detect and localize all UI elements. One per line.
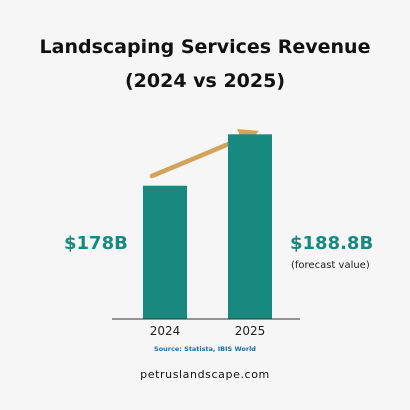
source-note: Source: Statista, IBIS World	[154, 345, 256, 353]
x-tick-label-2024: 2024	[150, 324, 181, 338]
x-tick-label-2025: 2025	[235, 324, 266, 338]
chart-title-line1: Landscaping Services Revenue	[39, 36, 371, 58]
forecast-note: (forecast value)	[291, 260, 370, 271]
value-label-2025: $188.8B	[290, 233, 374, 254]
x-tick-labels: 2024 2025	[150, 324, 266, 338]
bars	[143, 134, 272, 319]
bar-2025	[228, 134, 272, 319]
website-footer: petruslandscape.com	[140, 368, 270, 381]
trend-arrow-line	[149, 135, 246, 179]
chart-title-line2: (2024 vs 2025)	[124, 70, 286, 92]
value-label-2024: $178B	[64, 233, 128, 254]
bar-2024	[143, 185, 187, 319]
